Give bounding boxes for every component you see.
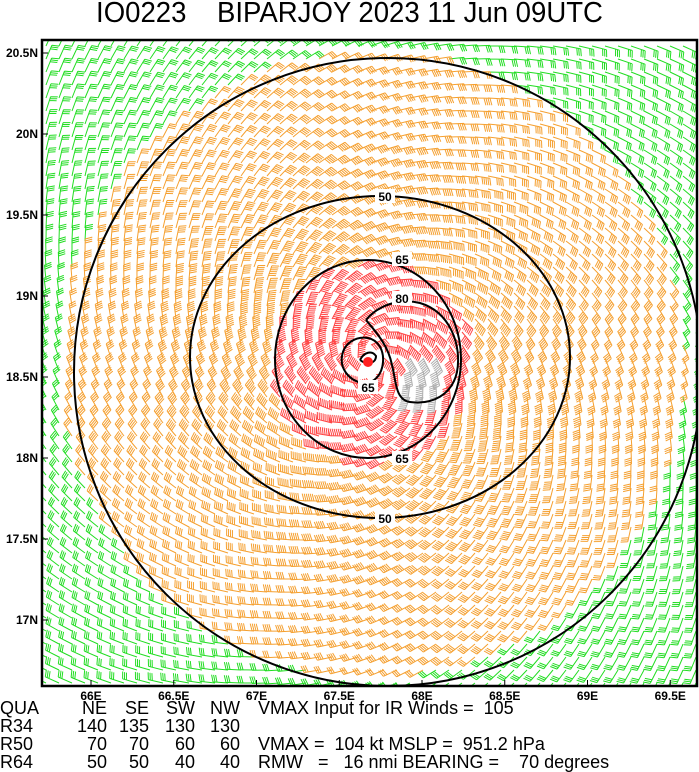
cell: 70 [128, 734, 149, 754]
table-header-se: SE [124, 698, 149, 718]
latitude-axis: 20.5N 20N 19.5N 19N 18.5N 18N 17.5N 17N [6, 46, 48, 627]
cell: 40 [174, 752, 195, 772]
contour-65kt [274, 259, 462, 459]
table-header-ne: NE [81, 698, 107, 718]
cell: 135 [118, 716, 149, 736]
map-frame [40, 38, 699, 688]
cell: 140 [76, 716, 107, 736]
row-label: R64 [0, 752, 34, 772]
table-header-qua: QUA [0, 698, 40, 718]
lat-tick-label: 18N [16, 451, 38, 465]
lat-tick-label: 19.5N [6, 208, 38, 222]
wind-barbs-below-34kt [42, 40, 697, 686]
lat-tick-label: 17.5N [6, 532, 38, 546]
lon-tick-label: 68E [411, 689, 432, 700]
table-header-nw: NW [210, 698, 240, 718]
lat-tick-label: 20N [16, 127, 38, 141]
cell: 50 [128, 752, 149, 772]
wind-field-map: 50 65 80 65 65 50 20.5N 20N 19.5N 19N 18.5N 1… [6, 38, 699, 700]
contour-34kt [73, 57, 697, 686]
cell: 40 [219, 752, 240, 772]
cell: 50 [86, 752, 107, 772]
cell: 60 [174, 734, 195, 754]
contour-label: 50 [378, 512, 392, 526]
cell: 60 [219, 734, 240, 754]
cell: 70 [86, 734, 107, 754]
lat-tick-label: 17N [16, 613, 38, 627]
contour-label: 65 [395, 452, 409, 466]
table-header-sw: SW [166, 698, 195, 718]
lat-tick-label: 19N [16, 289, 38, 303]
contour-80kt [365, 300, 459, 404]
row-label: R34 [0, 716, 34, 736]
row-label: R50 [0, 734, 34, 754]
lon-tick-label: 67.5E [324, 689, 355, 700]
lon-tick-label: 69.5E [655, 689, 686, 700]
contour-label: 65 [361, 381, 375, 395]
wind-barbs-above-80kt [397, 357, 443, 414]
cell: 130 [209, 716, 240, 736]
wind-barbs-34-64kt [63, 51, 690, 678]
lon-tick-label: 68.5E [489, 689, 520, 700]
cell: 130 [164, 716, 195, 736]
lon-tick-label: 66E [80, 689, 101, 700]
chart-title: IO0223 BIPARJOY 2023 11 Jun 09UTC [96, 0, 603, 29]
contour-labels: 50 65 80 65 65 50 [358, 189, 412, 526]
contour-label: 50 [378, 190, 392, 204]
contour-label: 80 [395, 292, 409, 306]
lon-tick-label: 66.5E [158, 689, 189, 700]
lat-tick-label: 20.5N [6, 46, 38, 60]
contour-65kt-inner [340, 336, 385, 385]
longitude-axis: 66E 66.5E 67E 67.5E 68E 68.5E 69E 69.5E [80, 680, 686, 700]
vmax-mslp-text: VMAX = 104 kt MSLP = 951.2 hPa [258, 734, 545, 754]
lat-tick-label: 18.5N [6, 370, 38, 384]
lon-tick-label: 69E [577, 689, 598, 700]
lon-tick-label: 67E [246, 689, 267, 700]
contour-label: 65 [395, 253, 409, 267]
vmax-input-text: VMAX Input for IR Winds = 105 [258, 698, 514, 718]
rmw-bearing-text: RMW = 16 nmi BEARING = 70 degrees [258, 752, 610, 772]
storm-center-marker [363, 357, 373, 367]
